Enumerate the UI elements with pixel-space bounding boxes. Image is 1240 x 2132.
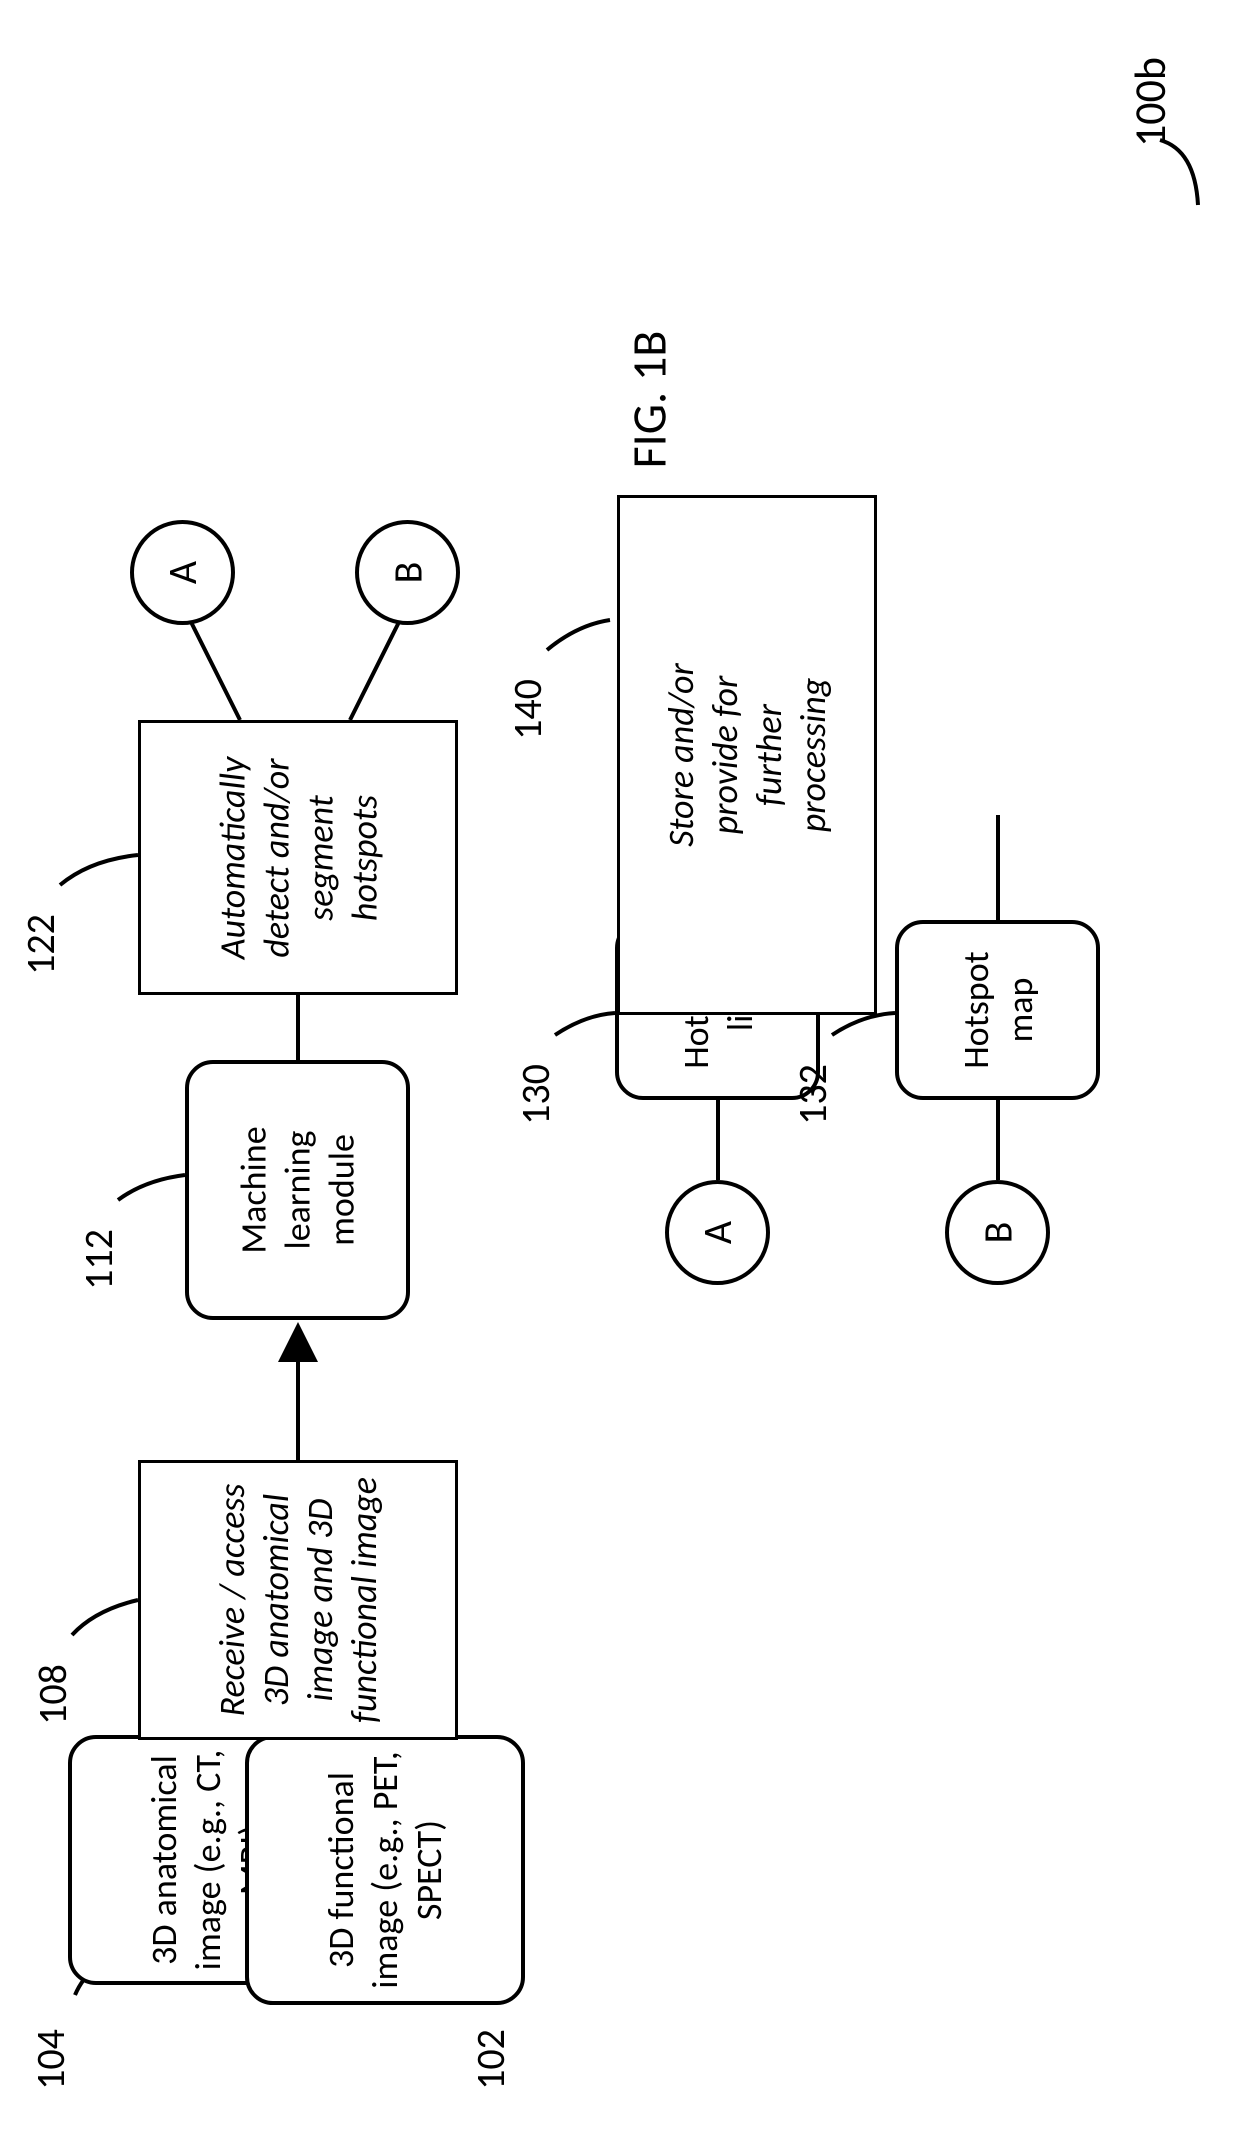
connector-b-in: B	[945, 1180, 1050, 1285]
ref-112: 112	[74, 1229, 123, 1290]
text: 112	[74, 1229, 123, 1290]
node-receive-access: Receive / access 3D anatomical image and…	[138, 1460, 458, 1740]
text: 132	[788, 1064, 837, 1125]
text: 130	[511, 1064, 560, 1125]
text: Hotspot map	[954, 951, 1042, 1069]
text: Receive / access 3D anatomical image and…	[210, 1477, 386, 1723]
connector-a-out: A	[130, 520, 235, 625]
node-functional-image: 3D functional image (e.g., PET, SPECT)	[245, 1735, 525, 2005]
ref-122: 122	[16, 914, 65, 975]
node-ml-module: Machine learning module	[185, 1060, 410, 1320]
ref-130: 130	[511, 1064, 560, 1125]
text: 100b	[1123, 57, 1177, 147]
text: Automatically detect and/or segment hots…	[210, 756, 386, 958]
text: 102	[466, 2029, 515, 2090]
text: Store and/or provide for further process…	[659, 663, 835, 847]
text: Machine learning module	[232, 1126, 364, 1253]
text: 122	[16, 914, 65, 975]
text: 108	[28, 1664, 77, 1725]
ref-104: 104	[26, 2029, 75, 2090]
text: B	[383, 562, 432, 584]
ref-102: 102	[466, 2029, 515, 2090]
text: 104	[26, 2029, 75, 2090]
connector-a-in: A	[665, 1180, 770, 1285]
text: 140	[503, 679, 552, 740]
ref-140: 140	[503, 679, 552, 740]
connector-b-out: B	[355, 520, 460, 625]
ref-132: 132	[788, 1064, 837, 1125]
text: FIG. 1B	[619, 331, 678, 469]
figure-ref-100b: 100b	[1123, 57, 1177, 147]
text: 3D functional image (e.g., PET, SPECT)	[319, 1751, 451, 1988]
text: A	[693, 1221, 742, 1244]
text: A	[158, 561, 207, 584]
node-store-provide: Store and/or provide for further process…	[617, 495, 877, 1015]
figure-caption: FIG. 1B	[619, 331, 678, 469]
node-auto-detect: Automatically detect and/or segment hots…	[138, 720, 458, 995]
ref-108: 108	[28, 1664, 77, 1725]
text: B	[973, 1222, 1022, 1244]
node-hotspot-map: Hotspot map	[895, 920, 1100, 1100]
